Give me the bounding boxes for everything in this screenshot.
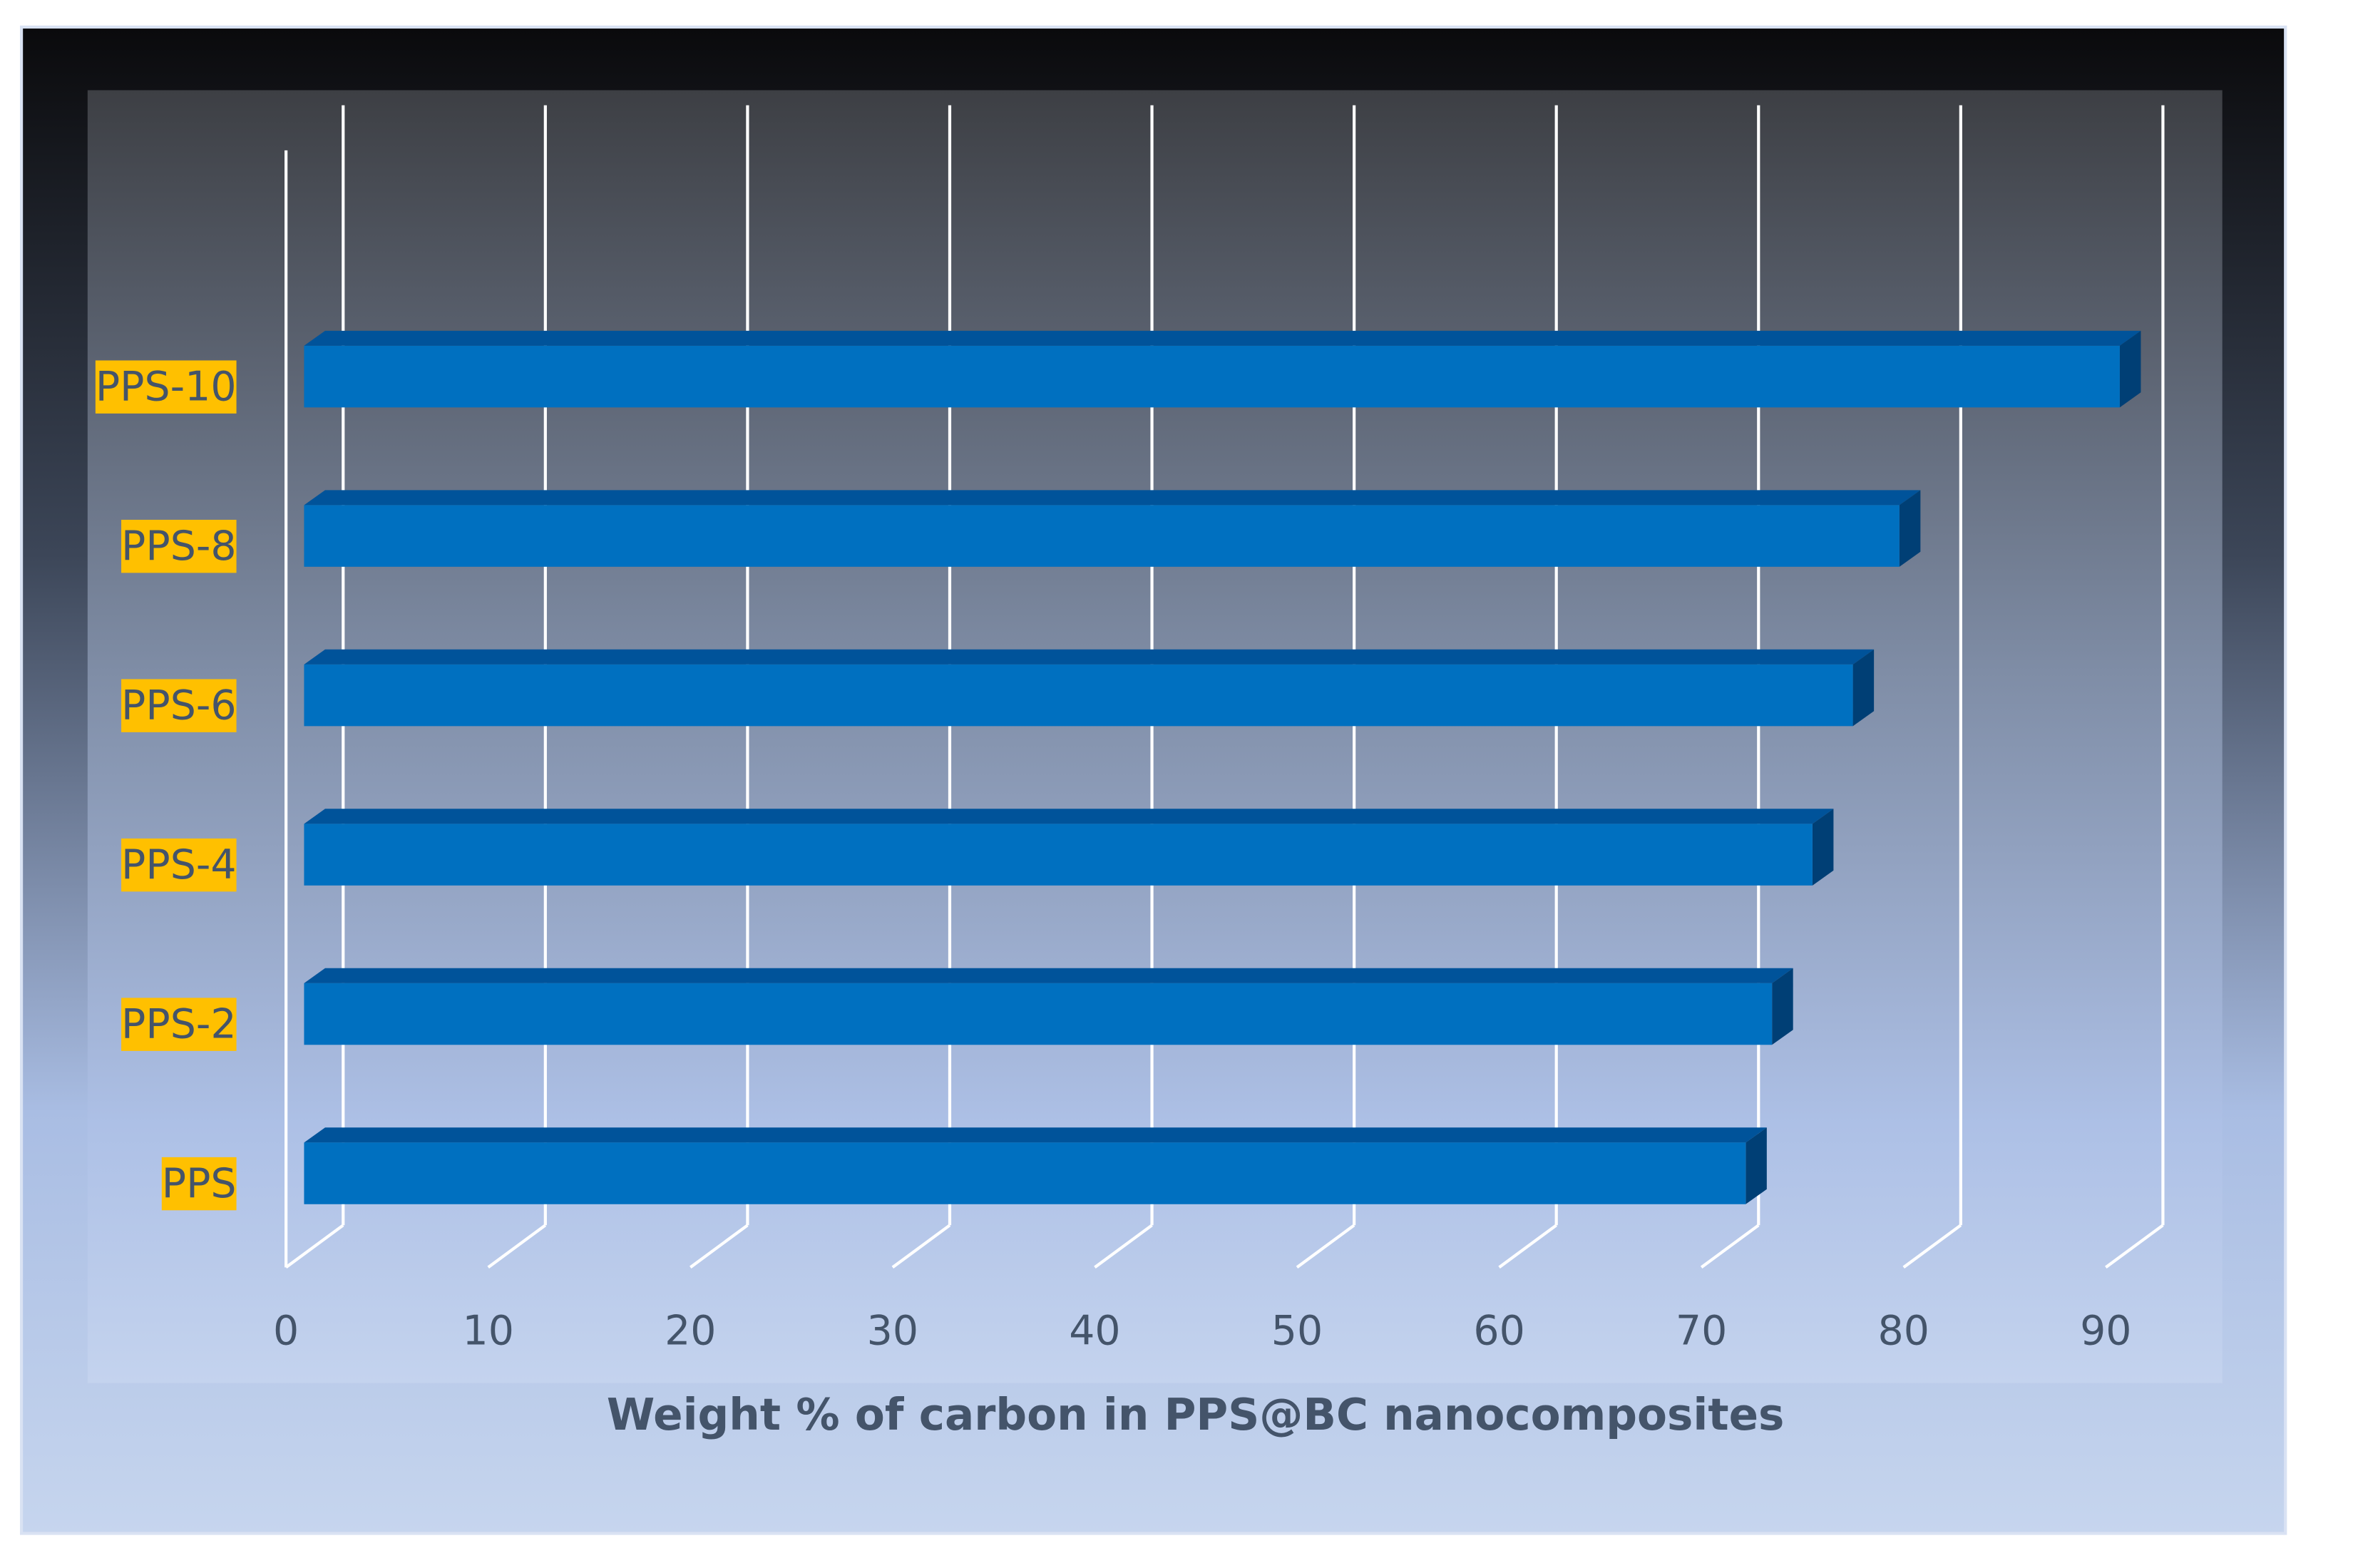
bar-top: [304, 1127, 1767, 1143]
grid-floor-line: [1902, 1224, 1962, 1269]
y-tick-label: PPS-10: [96, 364, 237, 411]
x-tick-label: 60: [1473, 1308, 1524, 1355]
category-label-bg: [121, 679, 237, 732]
grid-floor-line: [487, 1224, 547, 1269]
grid-floor-line: [891, 1224, 951, 1269]
x-axis-title: Weight % of carbon in PPS@BC nanocomposi…: [607, 1390, 1785, 1440]
bar-side: [1899, 490, 1921, 567]
bar: [304, 824, 1813, 886]
x-tick-label: 0: [273, 1308, 299, 1355]
bar-top: [304, 490, 1921, 506]
bar: [304, 1142, 1746, 1204]
grid-floor-line: [285, 1224, 344, 1269]
category-label-bg: [95, 360, 237, 414]
grid-floor-line: [1498, 1224, 1557, 1269]
x-tick-label: 20: [665, 1308, 716, 1355]
category-label-bg: [121, 838, 237, 892]
category-label-bg: [121, 519, 237, 573]
y-tick-label: PPS-8: [121, 523, 236, 570]
x-tick-label: 80: [1878, 1308, 1929, 1355]
bar-top: [304, 649, 1875, 665]
bar-top: [304, 968, 1793, 983]
bar-side: [1772, 968, 1793, 1045]
bar-side: [1812, 809, 1834, 886]
bar-side: [1746, 1127, 1767, 1204]
category-label-bg: [121, 998, 237, 1051]
x-tick-label: 30: [867, 1308, 918, 1355]
bar: [304, 345, 2120, 408]
bar-top: [304, 809, 1834, 824]
grid-floor-line: [1094, 1224, 1153, 1269]
x-tick-label: 10: [463, 1308, 514, 1355]
bar: [304, 983, 1773, 1045]
y-tick-label: PPS-6: [121, 682, 236, 729]
grid-floor-line: [690, 1224, 749, 1269]
bar-side: [1852, 649, 1875, 727]
y-tick-label: PPS-2: [121, 1001, 236, 1048]
y-tick-label: PPS: [162, 1160, 237, 1207]
x-tick-label: 90: [2080, 1308, 2131, 1355]
y-tick-label: PPS-4: [121, 841, 236, 888]
bar-side: [2119, 330, 2141, 408]
x-tick-label: 70: [1676, 1308, 1727, 1355]
bar: [304, 664, 1853, 727]
grid-floor-line: [1700, 1224, 1760, 1269]
bar-top: [304, 330, 2141, 346]
grid-floor-line: [1296, 1224, 1355, 1269]
grid-floor-line: [2105, 1224, 2164, 1269]
category-label-bg: [161, 1157, 237, 1211]
bar: [304, 505, 1900, 567]
x-tick-label: 40: [1069, 1308, 1120, 1355]
x-tick-label: 50: [1271, 1308, 1323, 1355]
